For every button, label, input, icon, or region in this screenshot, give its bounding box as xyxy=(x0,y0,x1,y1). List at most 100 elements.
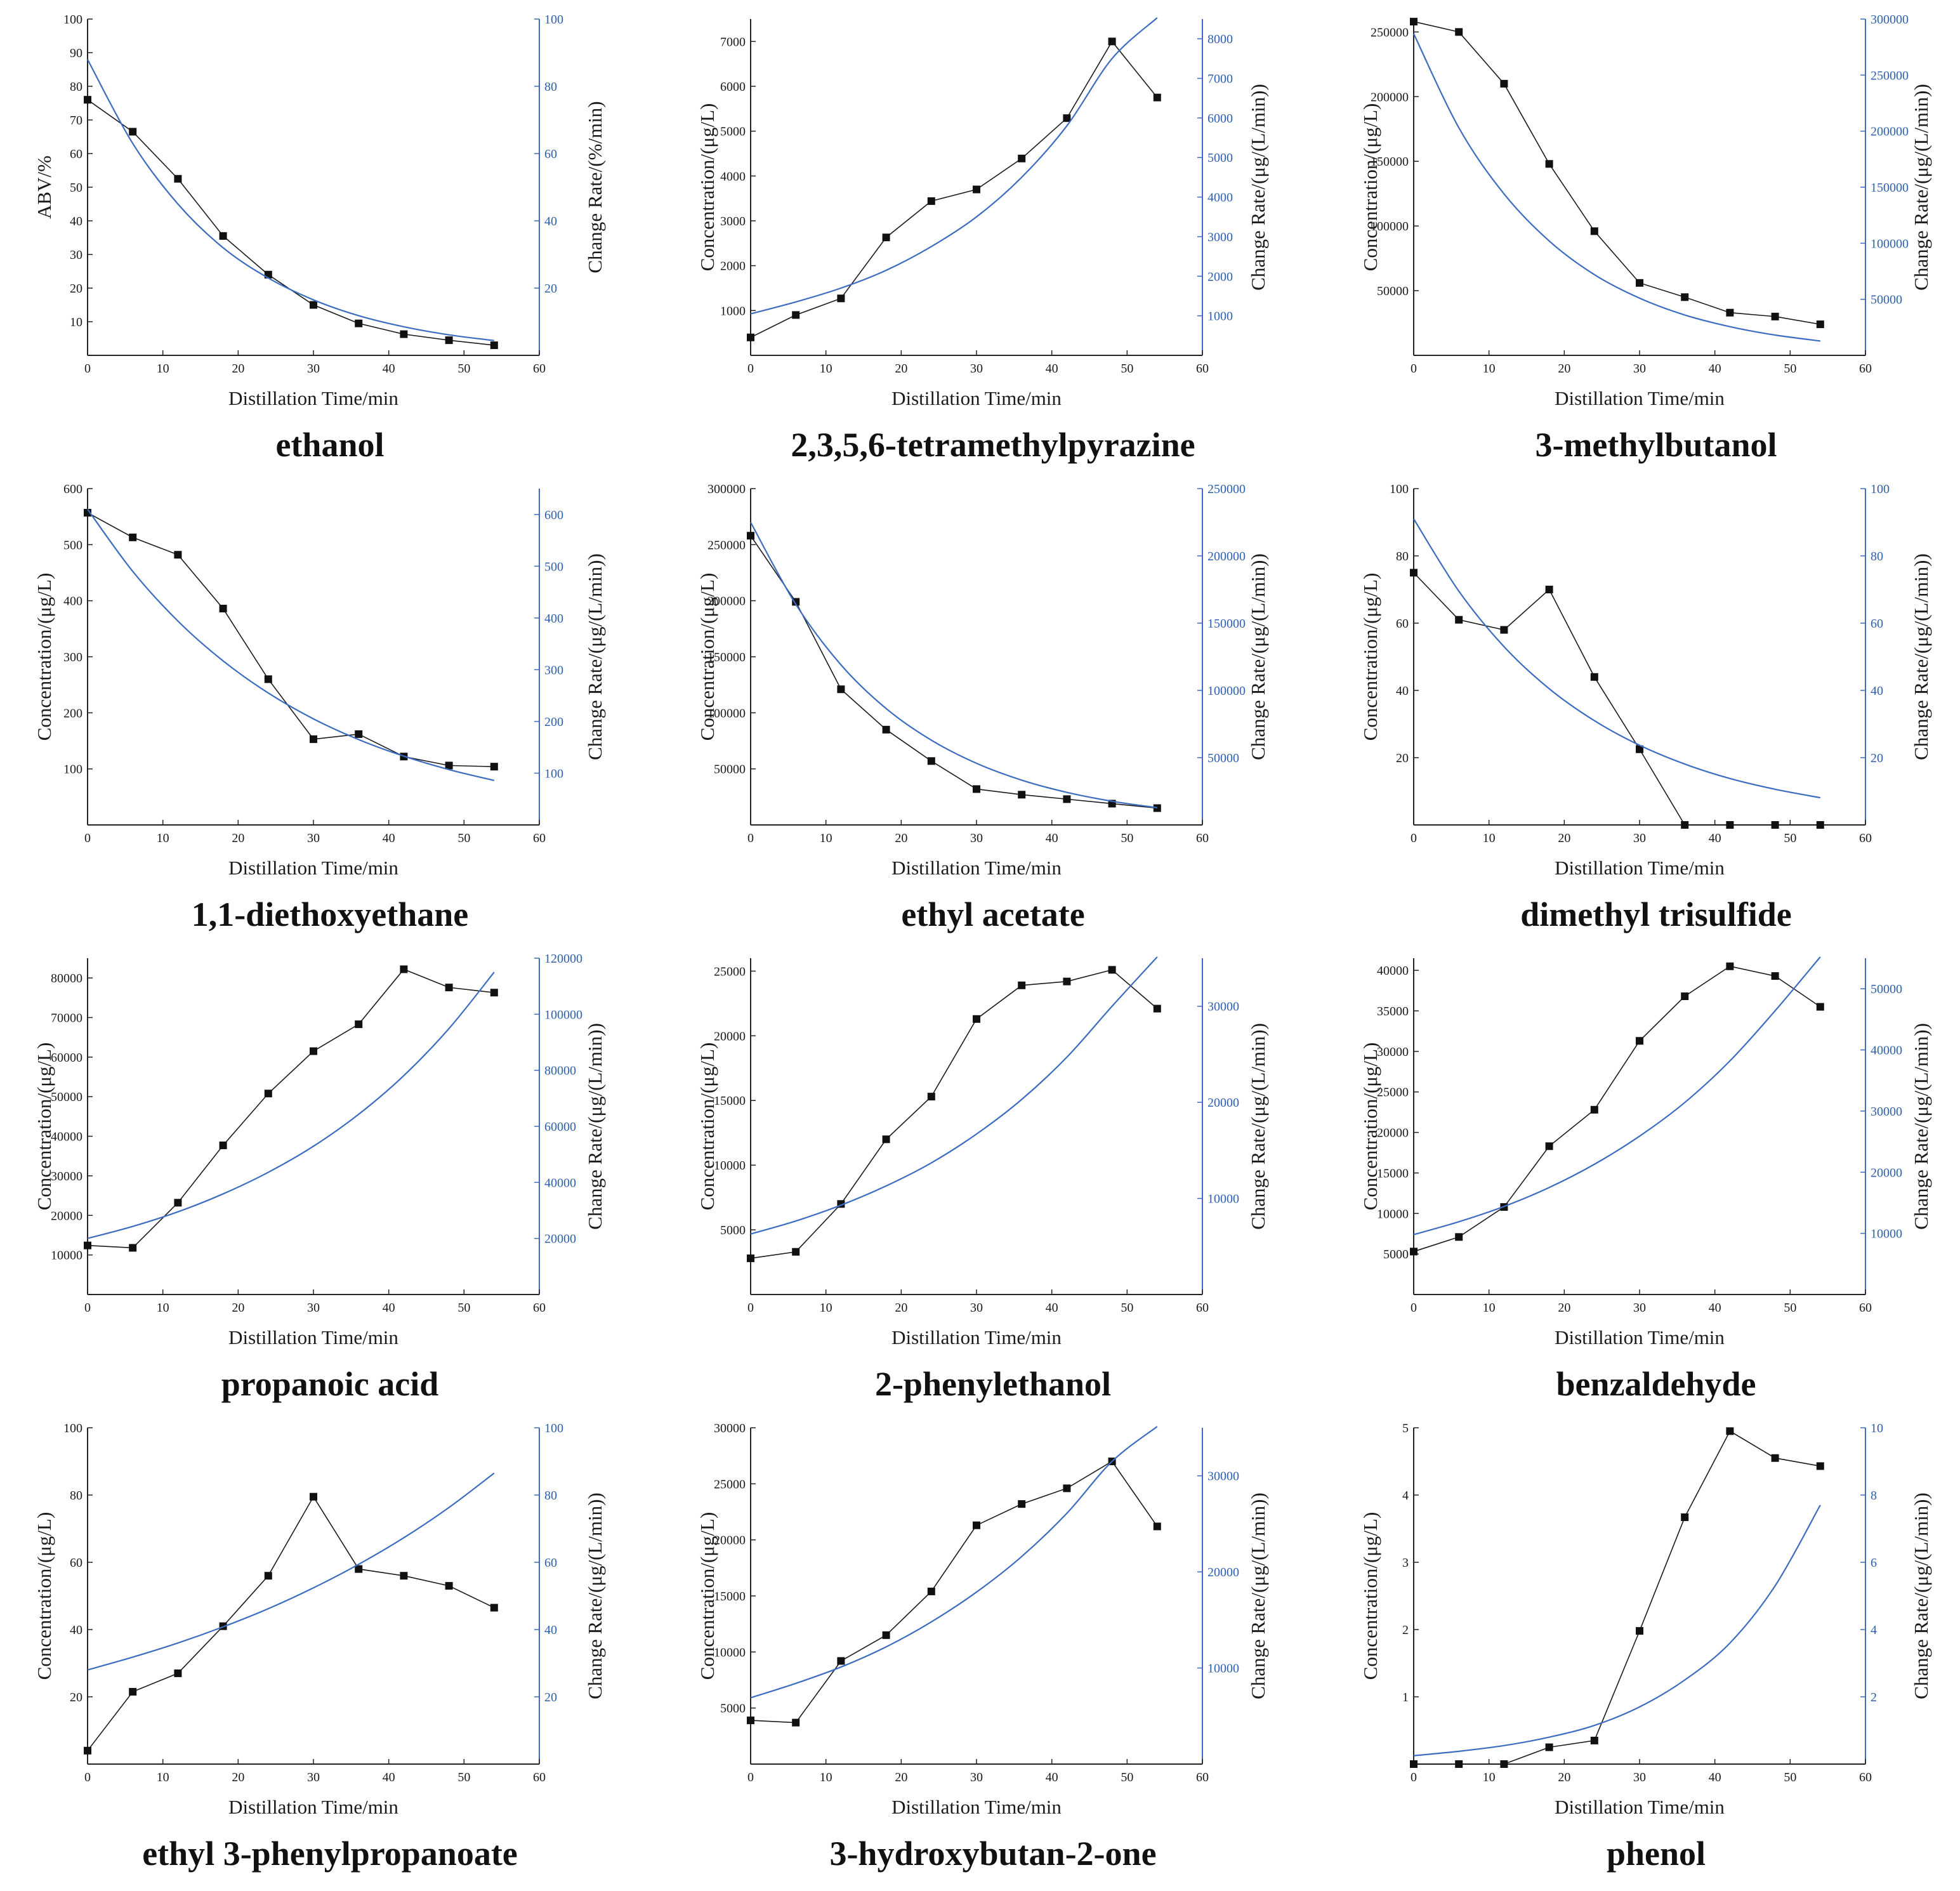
chart-svg: 0 10 20 30 40 50 60 100 200 300 400 500 600 100 200 300… xyxy=(33,482,606,879)
y2-tick-label: 10000 xyxy=(1207,1662,1239,1676)
x-tick-label: 0 xyxy=(1411,362,1417,376)
change-rate-curve xyxy=(750,522,1157,808)
panel-title: 2,3,5,6-tetramethylpyrazine xyxy=(791,426,1195,464)
y-tick-label: 250000 xyxy=(1371,25,1409,39)
data-point-marker xyxy=(129,1688,137,1696)
chart-panel: 0 10 20 30 40 50 60 5000 10000 15000 20000 25000 300… xyxy=(676,1421,1310,1891)
y-tick-label: 20000 xyxy=(1377,1126,1409,1140)
y2-axis-label: Change Rate/(μg/(L/min)) xyxy=(1247,553,1269,760)
y2-tick-label: 8000 xyxy=(1207,32,1233,46)
y2-tick-label: 250000 xyxy=(1207,482,1246,496)
y2-tick-label: 40000 xyxy=(1871,1044,1902,1058)
chart-svg: 0 10 20 30 40 50 60 1 2 3 4 5 2 4 6 8 10 Distillation Tim… xyxy=(1359,1421,1932,1818)
x-tick-label: 0 xyxy=(84,1770,91,1784)
data-point-marker xyxy=(1153,93,1161,102)
x-axis-label: Distillation Time/min xyxy=(228,387,398,409)
x-tick-label: 60 xyxy=(1196,1770,1209,1784)
data-point-marker xyxy=(1410,569,1417,577)
y2-axis-label: Change Rate/(μg/(L/min)) xyxy=(1247,84,1269,291)
chart-svg: 0 10 20 30 40 50 60 1000 2000 3000 4000 5000 6000 700… xyxy=(696,17,1269,409)
x-axis-label: Distillation Time/min xyxy=(1555,1796,1725,1818)
y-tick-label: 30000 xyxy=(1377,1045,1409,1059)
y-tick-label: 50000 xyxy=(51,1090,82,1104)
y-tick-label: 30000 xyxy=(714,1421,746,1435)
data-point-marker xyxy=(1771,312,1779,320)
y-tick-label: 15000 xyxy=(714,1094,746,1108)
x-tick-label: 0 xyxy=(747,1301,754,1315)
y-tick-label: 5000 xyxy=(1383,1248,1409,1262)
y-tick-label: 4 xyxy=(1402,1489,1409,1503)
y2-tick-label: 20000 xyxy=(1207,1565,1239,1579)
y-tick-label: 60000 xyxy=(51,1051,82,1065)
panel-title: propanoic acid xyxy=(221,1365,439,1403)
x-tick-label: 0 xyxy=(747,362,754,376)
change-rate-curve xyxy=(87,972,495,1239)
y-tick-label: 70 xyxy=(70,114,82,128)
x-tick-label: 60 xyxy=(533,362,546,376)
data-point-marker xyxy=(973,785,980,793)
chart-panel: 0 10 20 30 40 50 60 50000 100000 150000 200000 2500… xyxy=(676,482,1310,952)
y-tick-label: 7000 xyxy=(720,35,746,49)
x-tick-label: 50 xyxy=(457,1301,470,1315)
data-point-marker xyxy=(219,232,227,240)
x-tick-label: 30 xyxy=(970,1301,983,1315)
y-tick-label: 60 xyxy=(70,1556,82,1570)
change-rate-curve xyxy=(1413,956,1821,1235)
concentration-line xyxy=(87,99,494,346)
change-rate-curve xyxy=(750,1426,1158,1699)
panel-title: 3-methylbutanol xyxy=(1535,426,1777,464)
x-tick-label: 30 xyxy=(307,1301,320,1315)
data-point-marker xyxy=(264,1090,272,1098)
y-tick-label: 40 xyxy=(70,214,82,228)
y2-tick-label: 40 xyxy=(544,1623,557,1637)
data-point-marker xyxy=(1153,1522,1161,1531)
x-tick-label: 20 xyxy=(895,362,907,376)
y-tick-label: 100000 xyxy=(1371,220,1409,234)
x-tick-label: 30 xyxy=(1633,831,1646,845)
x-tick-label: 10 xyxy=(1483,1301,1496,1315)
x-tick-label: 20 xyxy=(232,831,244,845)
x-axis-label: Distillation Time/min xyxy=(891,857,1062,879)
x-tick-label: 40 xyxy=(1046,831,1058,845)
data-point-marker xyxy=(792,311,800,319)
data-point-marker xyxy=(1816,1462,1824,1470)
x-tick-label: 0 xyxy=(84,362,91,376)
data-point-marker xyxy=(84,1241,91,1249)
data-point-marker xyxy=(882,1631,890,1639)
data-point-marker xyxy=(219,1141,227,1149)
x-tick-label: 10 xyxy=(157,1770,169,1784)
y-tick-label: 15000 xyxy=(714,1590,746,1604)
y2-tick-label: 500 xyxy=(544,560,563,574)
data-point-marker xyxy=(1681,992,1689,1001)
chart-panel: 0 10 20 30 40 50 60 20 40 60 80 100 20 40 60 80 100 Disti… xyxy=(1339,482,1960,952)
concentration-line xyxy=(750,40,1158,338)
y2-tick-label: 200000 xyxy=(1871,125,1909,139)
x-tick-label: 60 xyxy=(533,1301,546,1315)
x-tick-label: 30 xyxy=(307,1770,320,1784)
x-tick-label: 10 xyxy=(157,1301,169,1315)
y-tick-label: 100 xyxy=(63,763,82,777)
x-tick-label: 40 xyxy=(1709,1301,1721,1315)
data-point-marker xyxy=(882,725,890,734)
y-tick-label: 60 xyxy=(1396,617,1409,631)
y-tick-label: 1 xyxy=(1402,1690,1409,1704)
data-point-marker xyxy=(310,301,317,309)
data-point-marker xyxy=(1500,1760,1508,1768)
data-point-marker xyxy=(1018,154,1026,162)
data-point-marker xyxy=(129,1244,137,1252)
y-tick-label: 10000 xyxy=(714,1645,746,1659)
x-tick-label: 50 xyxy=(1121,1770,1133,1784)
data-point-marker xyxy=(264,1572,272,1580)
data-point-marker xyxy=(1771,1454,1779,1462)
x-tick-label: 30 xyxy=(307,362,320,376)
data-point-marker xyxy=(747,1254,754,1262)
y-tick-label: 20000 xyxy=(714,1029,746,1043)
y2-tick-label: 10000 xyxy=(1871,1227,1902,1241)
x-tick-label: 50 xyxy=(1784,831,1796,845)
data-point-marker xyxy=(1590,673,1598,681)
y-tick-label: 10000 xyxy=(51,1249,82,1263)
y-tick-label: 30000 xyxy=(51,1170,82,1183)
y2-tick-label: 3000 xyxy=(1207,230,1233,244)
data-point-marker xyxy=(1455,1760,1463,1768)
y2-axis-label: Change Rate/(%/min) xyxy=(584,101,606,273)
